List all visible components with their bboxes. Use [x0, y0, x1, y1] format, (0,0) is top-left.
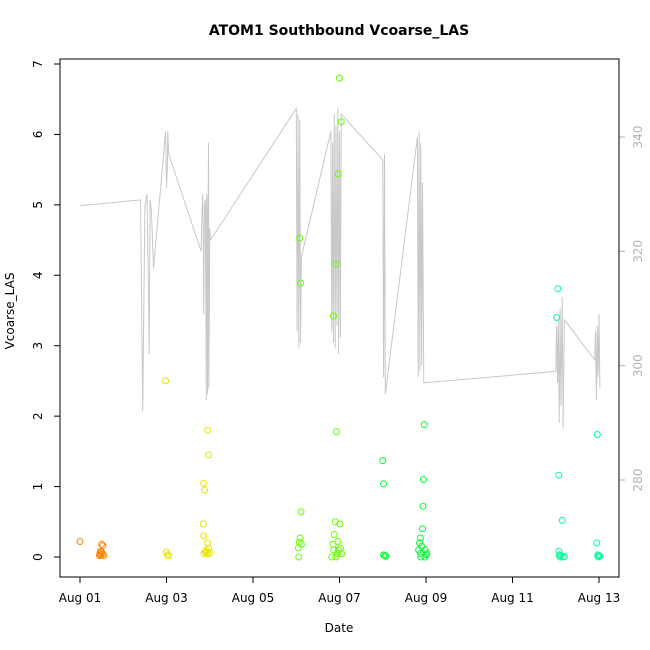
chart-title: ATOM1 Southbound Vcoarse_LAS	[209, 23, 469, 39]
y-tick-label: 4	[31, 271, 45, 279]
y-tick-label: 6	[31, 131, 45, 139]
x-axis-label: Date	[325, 621, 354, 635]
data-point	[558, 516, 566, 524]
data-point	[380, 480, 388, 488]
y-tick-label: 0	[31, 553, 45, 561]
x-tick-label: Aug 05	[232, 591, 275, 605]
data-point	[419, 476, 427, 483]
data-point	[382, 552, 390, 560]
y2-tick-label: 340	[631, 126, 645, 149]
data-point	[76, 538, 84, 545]
data-point	[553, 314, 561, 321]
data-point	[330, 531, 338, 538]
y2-tick-label: 320	[631, 240, 645, 263]
data-point	[416, 534, 424, 542]
y2-tick-label: 280	[631, 469, 645, 492]
x-tick-label: Aug 01	[59, 591, 102, 605]
data-point	[162, 377, 170, 385]
y-tick-label: 5	[31, 201, 45, 209]
data-point	[334, 538, 342, 545]
data-point	[333, 428, 340, 436]
y-tick-label: 7	[31, 60, 45, 68]
data-point	[165, 552, 173, 560]
data-point	[98, 540, 106, 548]
data-point	[422, 551, 430, 559]
data-point	[100, 552, 108, 560]
data-point	[296, 534, 304, 542]
data-point	[416, 539, 423, 547]
data-point	[332, 260, 340, 268]
data-point	[201, 486, 209, 494]
data-point	[560, 552, 568, 560]
data-point	[205, 451, 212, 459]
data-point	[593, 539, 601, 547]
data-point	[336, 520, 344, 528]
data-point	[338, 550, 346, 557]
x-tick-label: Aug 09	[405, 591, 448, 605]
data-point	[295, 553, 303, 561]
y-tick-label: 3	[31, 342, 45, 350]
y-axis-label: Vcoarse_LAS	[3, 273, 17, 350]
points-layer	[76, 74, 604, 561]
plot-frame	[59, 58, 620, 578]
y-tick-label: 2	[31, 412, 45, 420]
data-point	[332, 553, 340, 561]
data-point	[206, 549, 214, 557]
data-point	[420, 421, 428, 429]
x-tick-label: Aug 13	[578, 591, 621, 605]
data-point	[99, 550, 106, 558]
data-point	[379, 457, 387, 464]
data-point	[200, 532, 208, 540]
data-point	[200, 479, 208, 487]
data-point	[204, 539, 212, 547]
data-point	[595, 552, 603, 560]
data-point	[297, 508, 305, 516]
data-point	[329, 312, 337, 320]
data-point	[596, 552, 604, 560]
data-point	[336, 545, 344, 552]
y-tick-label: 1	[31, 483, 45, 491]
data-point	[297, 540, 305, 548]
y2-tick-label: 300	[631, 354, 645, 377]
data-point	[554, 285, 562, 293]
data-point	[423, 550, 431, 557]
x-tick-label: Aug 07	[318, 591, 361, 605]
x-tick-label: Aug 11	[491, 591, 534, 605]
data-point	[421, 546, 429, 554]
data-point	[337, 118, 345, 126]
data-point	[336, 74, 343, 82]
data-point	[297, 279, 305, 287]
data-point	[556, 553, 564, 561]
data-point	[205, 545, 213, 552]
data-point	[295, 538, 303, 546]
data-point	[419, 502, 427, 510]
data-point	[163, 548, 170, 556]
data-point	[419, 525, 426, 533]
data-point	[99, 542, 107, 550]
data-point	[204, 426, 212, 434]
x-tick-label: Aug 03	[145, 591, 188, 605]
data-point	[333, 550, 341, 557]
data-point	[199, 520, 207, 528]
data-point	[296, 234, 304, 242]
data-point	[334, 170, 342, 178]
data-point	[381, 552, 389, 560]
secondary-line-layer	[79, 106, 601, 429]
data-point	[593, 431, 601, 438]
secondary-series-line	[79, 106, 601, 429]
data-point	[555, 471, 563, 479]
data-point	[328, 553, 336, 561]
